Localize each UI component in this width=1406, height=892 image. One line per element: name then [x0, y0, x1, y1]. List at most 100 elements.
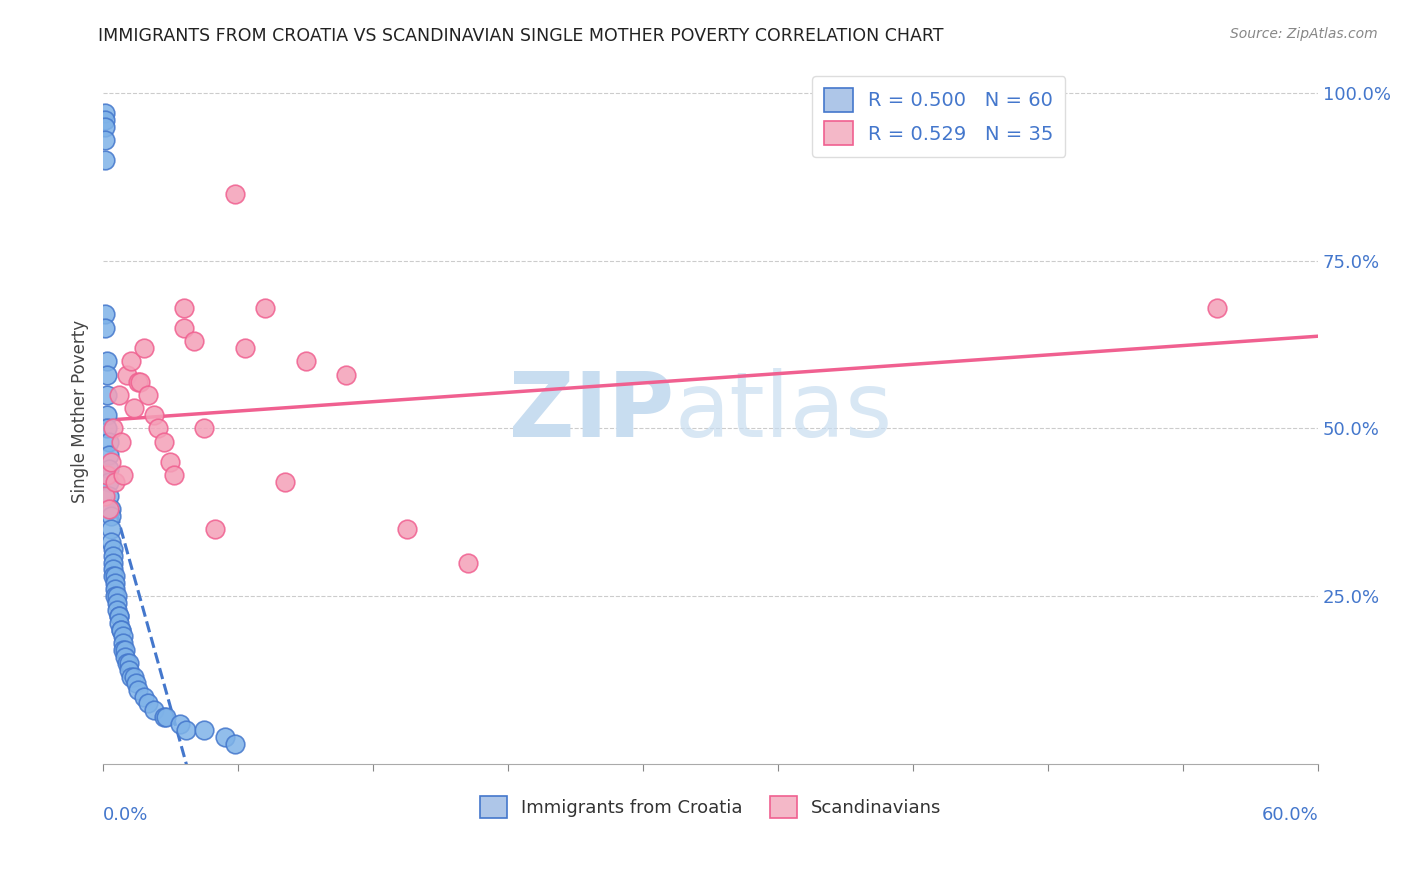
Point [105, 589, 128, 603]
Point [96, 354, 118, 368]
Point [104, 569, 127, 583]
Point [94, 106, 117, 120]
Point [118, 657, 141, 671]
Point [104, 575, 127, 590]
Point [294, 354, 316, 368]
Y-axis label: Single Mother Poverty: Single Mother Poverty [72, 320, 89, 503]
Point [193, 421, 215, 435]
Point [153, 710, 176, 724]
Point [117, 368, 139, 382]
Point [112, 629, 135, 643]
Point [274, 475, 297, 490]
Point [153, 434, 176, 449]
Point [100, 535, 122, 549]
Point [169, 716, 191, 731]
Point [94, 112, 117, 127]
Point [155, 710, 177, 724]
Point [142, 703, 165, 717]
Point [98, 448, 121, 462]
Point [127, 683, 149, 698]
Point [214, 730, 236, 744]
Point [100, 502, 122, 516]
Point [121, 354, 143, 368]
Point [98, 434, 121, 449]
Point [128, 375, 150, 389]
Point [108, 609, 131, 624]
Point [142, 408, 165, 422]
Point [457, 556, 479, 570]
Point [112, 642, 135, 657]
Point [103, 556, 125, 570]
Point [103, 421, 125, 435]
Point [103, 542, 125, 557]
Point [146, 421, 169, 435]
Point [114, 649, 136, 664]
Text: Source: ZipAtlas.com: Source: ZipAtlas.com [1230, 27, 1378, 41]
Point [204, 522, 226, 536]
Point [96, 468, 118, 483]
Point [110, 434, 132, 449]
Point [163, 468, 186, 483]
Point [100, 522, 122, 536]
Point [96, 388, 118, 402]
Point [104, 582, 127, 597]
Point [108, 609, 131, 624]
Point [183, 334, 205, 349]
Point [103, 562, 125, 576]
Point [104, 475, 127, 490]
Text: ZIP: ZIP [509, 368, 675, 456]
Text: 60.0%: 60.0% [1261, 806, 1319, 824]
Point [103, 569, 125, 583]
Point [96, 421, 118, 435]
Point [254, 301, 277, 315]
Point [98, 489, 121, 503]
Point [173, 321, 195, 335]
Point [110, 623, 132, 637]
Point [224, 737, 246, 751]
Point [127, 375, 149, 389]
Point [108, 388, 131, 402]
Point [159, 455, 181, 469]
Point [132, 690, 155, 704]
Point [395, 522, 418, 536]
Point [103, 549, 125, 563]
Point [96, 408, 118, 422]
Point [100, 455, 122, 469]
Point [122, 401, 145, 416]
Point [193, 723, 215, 738]
Point [105, 602, 128, 616]
Point [94, 489, 117, 503]
Point [233, 341, 256, 355]
Point [104, 589, 127, 603]
Point [117, 657, 139, 671]
Point [118, 663, 141, 677]
Point [108, 615, 131, 630]
Point [136, 388, 159, 402]
Point [94, 153, 117, 168]
Point [96, 368, 118, 382]
Legend: Immigrants from Croatia, Scandinavians: Immigrants from Croatia, Scandinavians [472, 789, 949, 825]
Point [112, 468, 135, 483]
Point [105, 596, 128, 610]
Point [335, 368, 357, 382]
Point [100, 508, 122, 523]
Text: 0.0%: 0.0% [103, 806, 149, 824]
Point [110, 623, 132, 637]
Point [94, 308, 117, 322]
Point [173, 301, 195, 315]
Point [132, 341, 155, 355]
Point [98, 461, 121, 475]
Text: IMMIGRANTS FROM CROATIA VS SCANDINAVIAN SINGLE MOTHER POVERTY CORRELATION CHART: IMMIGRANTS FROM CROATIA VS SCANDINAVIAN … [98, 27, 943, 45]
Point [121, 670, 143, 684]
Point [94, 133, 117, 147]
Point [174, 723, 197, 738]
Point [114, 642, 136, 657]
Text: atlas: atlas [675, 368, 893, 456]
Point [98, 475, 121, 490]
Point [124, 676, 146, 690]
Point [98, 502, 121, 516]
Point [1205, 301, 1227, 315]
Point [224, 186, 246, 201]
Point [136, 697, 159, 711]
Point [94, 120, 117, 134]
